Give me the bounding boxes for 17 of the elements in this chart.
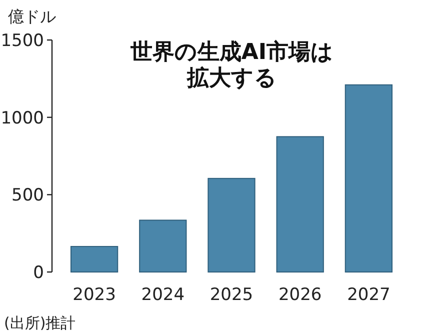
text: 世界の生成AI市場は拡大する bbox=[129, 40, 335, 92]
y-tick-label: 1000 bbox=[0, 108, 44, 128]
bar bbox=[70, 246, 118, 272]
bar bbox=[276, 136, 324, 272]
text: (出所)推計 bbox=[4, 314, 76, 332]
x-tick-label: 2027 bbox=[347, 285, 390, 305]
bar bbox=[139, 220, 187, 272]
y-tick-label: 0 bbox=[33, 263, 44, 283]
y-tick-label: 1500 bbox=[0, 31, 44, 51]
y-axis-title: 億ドル bbox=[8, 7, 56, 26]
bar bbox=[344, 84, 393, 272]
x-tick-label: 2025 bbox=[210, 285, 254, 305]
bar bbox=[208, 178, 256, 272]
x-tick-label: 2024 bbox=[141, 285, 185, 305]
y-tick-label: 500 bbox=[12, 186, 44, 206]
x-tick-label: 2023 bbox=[72, 285, 116, 305]
x-tick-label: 2026 bbox=[278, 285, 322, 305]
